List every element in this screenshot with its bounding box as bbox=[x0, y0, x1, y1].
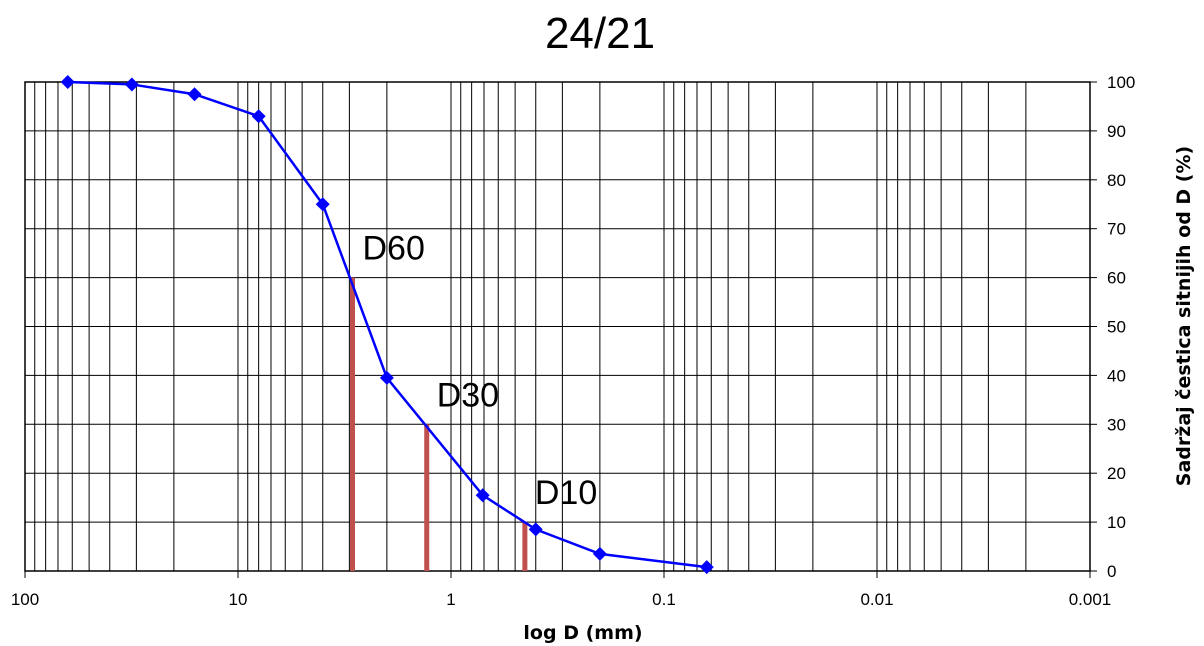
data-point bbox=[379, 370, 394, 385]
y-tick-label: 40 bbox=[1107, 366, 1126, 385]
data-point bbox=[187, 87, 202, 102]
characteristic-diameter-lines bbox=[350, 277, 528, 571]
y-tick-label: 0 bbox=[1107, 562, 1116, 581]
y-tick-label: 90 bbox=[1107, 122, 1126, 141]
x-tick-label: 0.1 bbox=[652, 590, 676, 609]
y-tick-label: 10 bbox=[1107, 513, 1126, 532]
data-point bbox=[528, 522, 543, 537]
x-tick-label: 0.01 bbox=[860, 590, 893, 609]
data-point bbox=[60, 75, 75, 89]
series bbox=[60, 75, 714, 575]
y-tick-label: 30 bbox=[1107, 415, 1126, 434]
data-point bbox=[251, 109, 266, 124]
y-tick-label: 20 bbox=[1107, 464, 1126, 483]
x-tick-label: 1 bbox=[446, 590, 455, 609]
data-point bbox=[699, 560, 714, 575]
x-axis-label: log D (mm) bbox=[523, 622, 642, 644]
label-d30: D30 bbox=[437, 376, 499, 414]
label-d10: D10 bbox=[535, 474, 597, 512]
annotations: D60 D30 D10 bbox=[363, 230, 598, 512]
data-point bbox=[475, 488, 490, 503]
y-tick-label: 50 bbox=[1107, 318, 1126, 337]
x-tick-label: 100 bbox=[11, 590, 39, 609]
y-axis-label: Sadržaj čestica sitnijih od D (%) bbox=[1173, 146, 1195, 486]
x-tick-label: 10 bbox=[229, 590, 248, 609]
y-tick-label: 70 bbox=[1107, 220, 1126, 239]
y-tick-label: 100 bbox=[1107, 73, 1135, 92]
label-d60: D60 bbox=[363, 230, 425, 268]
x-tick-label: 0.001 bbox=[1069, 590, 1112, 609]
y-tick-label: 60 bbox=[1107, 269, 1126, 288]
y-tick-label: 80 bbox=[1107, 171, 1126, 190]
tick-labels: 100 10 1 0.1 0.01 0.001 0 10 20 30 40 50 60 70 80 90 100 bbox=[11, 73, 1136, 609]
data-point bbox=[124, 77, 139, 92]
data-point bbox=[315, 197, 330, 212]
series-line bbox=[67, 80, 707, 569]
chart-title: 24/21 bbox=[545, 9, 655, 58]
data-point bbox=[592, 546, 607, 561]
